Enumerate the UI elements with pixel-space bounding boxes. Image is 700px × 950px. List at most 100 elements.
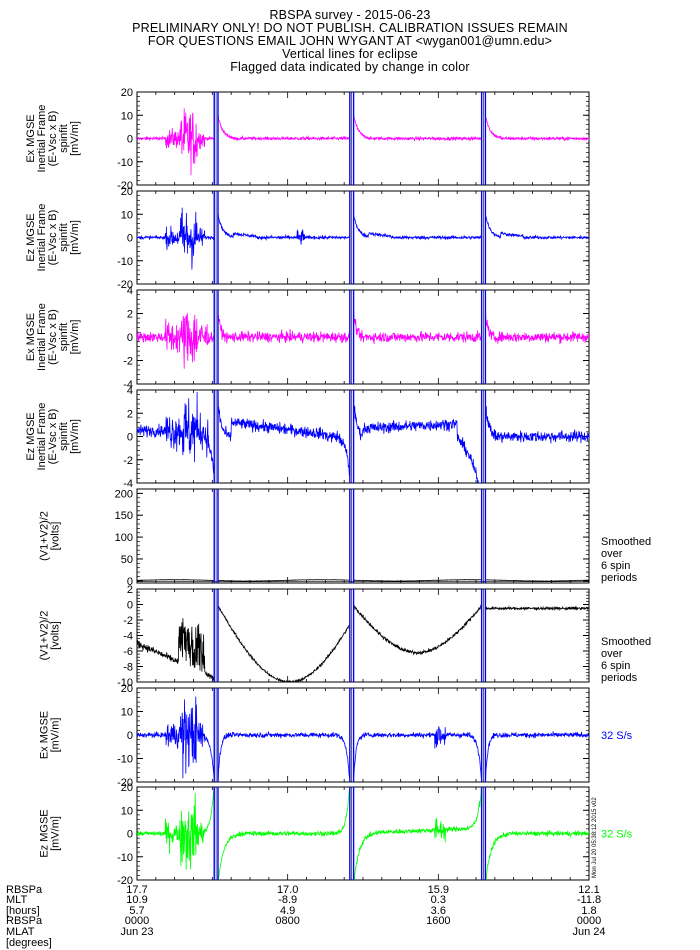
y-tick-label: -4 <box>123 631 133 643</box>
y-axis-label-line: [mV/m] <box>69 320 81 355</box>
y-tick-label: 2 <box>127 309 133 321</box>
panel-note: 32 S/s <box>601 829 633 841</box>
y-axis-label-line: (V1+V2)/2 <box>39 611 51 661</box>
title-line: FOR QUESTIONS EMAIL JOHN WYGANT AT <wyga… <box>147 34 553 48</box>
y-axis-label-line: Ex MGSE <box>25 313 37 361</box>
y-tick-label: 20 <box>121 87 133 99</box>
y-axis-label-line: (E-Vsc x B) <box>47 309 59 365</box>
y-axis-label-line: Ez MGSE <box>25 412 37 460</box>
y-axis-label-line: (E-Vsc x B) <box>47 409 59 465</box>
y-axis-label-line: Ez MGSE <box>25 213 37 261</box>
y-tick-label: -10 <box>117 256 133 268</box>
y-axis-label-line: spinfit <box>58 223 70 252</box>
y-axis-label-line: Inertial Frame <box>36 403 48 471</box>
y-tick-label: -20 <box>117 279 133 291</box>
y-tick-label: 20 <box>121 782 133 794</box>
y-tick-label: -10 <box>117 852 133 864</box>
panel-p2: 20 10 0 -10 -20 Ez MGSEInertial Frame(E-Vsc x… <box>25 186 590 291</box>
y-axis-label: Ez MGSEInertial Frame(E-Vsc x B)spinfit[… <box>25 204 81 272</box>
series-line <box>137 604 589 682</box>
y-tick-label: -6 <box>123 646 133 658</box>
y-tick-label: 4 <box>127 385 133 397</box>
y-tick-label: 0 <box>127 730 133 742</box>
y-axis-label-line: spinfit <box>58 422 70 451</box>
panel-p3: 4 2 0 -2 -4 Ex MGSEInertial Frame(E-Vsc x B)s… <box>25 285 590 391</box>
y-axis-label: Ez MGSE[mV/m] <box>39 809 62 857</box>
y-axis-label-line: [volts] <box>50 621 62 650</box>
panel-p1: 20 10 0 -10 -20 Ex MGSEInertial Frame(E-Vsc x… <box>25 87 590 192</box>
y-tick-label: -8 <box>123 662 133 674</box>
title-line: Flagged data indicated by change in colo… <box>230 60 470 74</box>
title-block: RBSPA survey - 2015-06-23 PRELIMINARY ON… <box>0 9 700 74</box>
y-axis-label-line: spinfit <box>58 323 70 352</box>
y-tick-label: 0 <box>127 134 133 146</box>
y-tick-label: -10 <box>117 754 133 766</box>
y-tick-label: -2 <box>123 455 133 467</box>
y-axis-label: Ex MGSEInertial Frame(E-Vsc x B)spinfit[… <box>25 105 81 173</box>
y-tick-label: 10 <box>121 209 133 221</box>
panel-note: Smoothed <box>601 636 651 648</box>
y-tick-label: 2 <box>127 584 133 596</box>
y-tick-label: -2 <box>123 356 133 368</box>
y-tick-label: 10 <box>121 110 133 122</box>
y-tick-label: -20 <box>117 875 133 887</box>
y-tick-label: 0 <box>127 332 133 344</box>
y-tick-label: -20 <box>117 180 133 192</box>
y-axis-label: (V1+V2)/2[volts] <box>39 611 62 661</box>
panel-note: over <box>601 548 623 560</box>
y-tick-label: 50 <box>121 554 133 566</box>
panel-p4: 4 2 0 -2 -4 Ez MGSEInertial Frame(E-Vsc x B)s… <box>25 385 590 490</box>
y-axis-label-line: Ex MGSE <box>39 711 51 759</box>
panel-note: 32 S/s <box>601 730 633 742</box>
y-tick-label: 20 <box>121 683 133 695</box>
y-axis-label-line: spinfit <box>58 124 70 153</box>
panel-p6: 2 0 -2 -4 -6 -8 -10 (V1+V2)/2[volts] Smoothedove… <box>39 584 652 689</box>
y-axis-label-line: Ex MGSE <box>25 114 37 162</box>
y-tick-label: 4 <box>127 285 133 297</box>
y-axis-label: (V1+V2)/2[volts] <box>39 511 62 561</box>
y-axis-label: Ex MGSE[mV/m] <box>39 711 62 759</box>
y-tick-label: 2 <box>127 408 133 420</box>
y-tick-label: -20 <box>117 777 133 789</box>
title-line: PRELIMINARY ONLY! DO NOT PUBLISH. CALIBR… <box>132 21 568 35</box>
series-line <box>137 207 589 270</box>
y-tick-label: 100 <box>115 532 133 544</box>
panel-p5: 200 150 100 50 0 (V1+V2)/2[volts] Smoothedover… <box>39 488 652 587</box>
y-axis-label-line: [mV/m] <box>69 220 81 255</box>
y-axis-label-line: Inertial Frame <box>36 105 48 173</box>
panel-note: over <box>601 648 623 660</box>
y-tick-label: 20 <box>121 186 133 198</box>
y-tick-label: 0 <box>127 432 133 444</box>
panel-p7: 20 10 0 -10 -20 Ex MGSE[mV/m] 32 S/s <box>39 683 633 789</box>
panel-note: Smoothed <box>601 536 651 548</box>
y-axis-label-line: [mV/m] <box>50 718 62 753</box>
series-line <box>137 787 589 880</box>
panel-note: 6 spin <box>601 660 630 672</box>
y-tick-label: 0 <box>127 600 133 612</box>
title-line: Vertical lines for eclipse <box>282 47 418 61</box>
series-line <box>137 578 589 582</box>
y-tick-label: -10 <box>117 157 133 169</box>
y-axis-label-line: (E-Vsc x B) <box>47 210 59 266</box>
y-tick-label: 0 <box>127 829 133 841</box>
series-line <box>137 311 589 369</box>
y-axis-label-line: [mV/m] <box>69 121 81 156</box>
y-axis-label: Ez MGSEInertial Frame(E-Vsc x B)spinfit[… <box>25 403 81 471</box>
y-tick-label: -2 <box>123 615 133 627</box>
y-axis-label-line: (V1+V2)/2 <box>39 511 51 561</box>
y-tick-label: 150 <box>115 510 133 522</box>
y-axis-label-line: (E-Vsc x B) <box>47 111 59 167</box>
panel-frame <box>136 786 590 881</box>
y-axis-label-line: [mV/m] <box>50 816 62 851</box>
y-tick-label: -4 <box>123 478 133 490</box>
y-tick-label: -10 <box>117 677 133 689</box>
panel-frame <box>136 488 590 584</box>
y-axis-label: Ex MGSEInertial Frame(E-Vsc x B)spinfit[… <box>25 303 81 371</box>
panel-p8: 20 10 0 -10 -20 Ez MGSE[mV/m] 32 S/s <box>39 782 633 887</box>
y-tick-label: 10 <box>121 805 133 817</box>
series-line <box>137 696 589 782</box>
y-tick-label: 200 <box>115 488 133 500</box>
panel-note: periods <box>601 672 638 684</box>
series-line <box>137 391 589 483</box>
